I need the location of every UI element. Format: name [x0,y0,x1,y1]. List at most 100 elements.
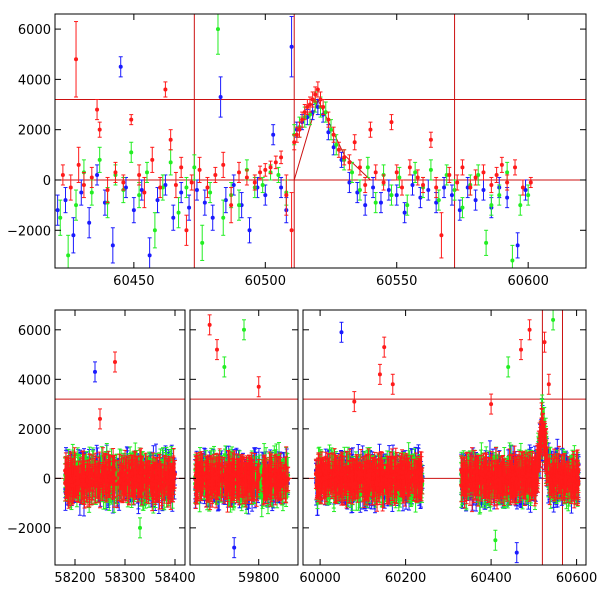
data-point [455,174,460,191]
data-point [71,217,76,254]
data-point [118,56,123,78]
data-point [121,174,126,191]
data-point [98,408,102,430]
data-point [326,111,331,128]
y-tick-label: 6000 [18,23,51,38]
data-point [283,456,288,500]
data-point [111,467,116,486]
outlier-point [339,321,344,343]
data-point [154,457,159,499]
bottom-panel: 58200 58300 58400 59800 60000 60200 60400 60600… [7,309,597,586]
x-tick-label: 60500 [245,274,286,289]
top-panel: −2000 0 2000 4000 6000 60450 60500 60550 60600 [7,13,587,289]
data-point [397,166,402,189]
data-point [363,176,368,194]
bottom-segment-1: 58200 58300 58400 [54,309,196,586]
data-point [173,171,178,199]
outlier-point [506,356,511,378]
data-point [313,86,318,103]
segment-plot-area [303,310,586,565]
data-point [418,187,423,209]
data-point [244,169,249,186]
data-point [79,179,84,206]
data-point [405,194,410,216]
data-point [352,391,357,413]
data-point [197,156,202,183]
data-point [510,244,515,268]
outlier-point [256,376,261,398]
data-point [87,207,92,239]
data-point [97,121,102,138]
data-point [515,232,520,259]
segment-frame [54,309,186,566]
data-point [226,451,231,493]
data-point [271,124,276,146]
data-point [279,150,284,165]
data-point [263,184,268,206]
data-point [513,159,518,176]
data-point [84,472,89,503]
data-point [297,121,302,138]
data-point [237,161,242,183]
data-point [368,121,373,138]
data-point [399,179,404,196]
outlier-point [377,363,382,385]
data-point [318,91,323,108]
data-point [505,187,510,209]
data-point [523,179,528,201]
data-point [221,151,226,178]
data-point [421,176,426,194]
data-point [452,179,457,201]
data-point [373,192,378,214]
x-tick-label: 58400 [154,571,195,586]
data-point [439,212,444,259]
data-point [95,164,100,186]
data-point [164,471,169,491]
data-point [355,181,360,204]
data-point [506,356,511,378]
data-point [410,174,415,196]
data-point [103,466,108,488]
data-point [137,181,142,209]
y-tick-label: −2000 [7,224,51,239]
data-point [117,463,122,502]
data-point [342,149,347,166]
data-point [373,164,378,181]
data-point [243,463,248,508]
data-point [394,164,399,181]
data-point [413,161,418,183]
data-point [81,464,86,489]
data-point [215,14,220,55]
data-point [158,176,163,199]
outlier-point [232,537,237,559]
data-point [68,174,73,201]
data-point [528,176,533,189]
data-point [519,339,524,361]
data-point [129,114,134,126]
data-point [160,174,165,201]
data-point [229,187,234,224]
outlier-point [98,408,102,430]
data-point [147,237,152,268]
data-point [145,161,150,183]
data-point [150,146,155,173]
data-point [87,459,92,506]
data-point [339,321,344,343]
data-point [93,361,97,383]
data-point [60,164,65,186]
data-point [240,472,245,496]
data-point [258,165,263,180]
data-point [208,181,213,204]
data-point [289,192,294,268]
y-tick-label: 0 [43,174,51,189]
data-point [489,176,494,194]
data-point [551,310,556,331]
data-point [163,174,168,196]
data-point [242,319,246,341]
data-point [481,164,486,181]
data-point [273,155,278,170]
x-tick-label: 60200 [385,571,426,586]
data-point [179,156,184,178]
data-point [542,331,547,353]
data-point [442,176,447,199]
